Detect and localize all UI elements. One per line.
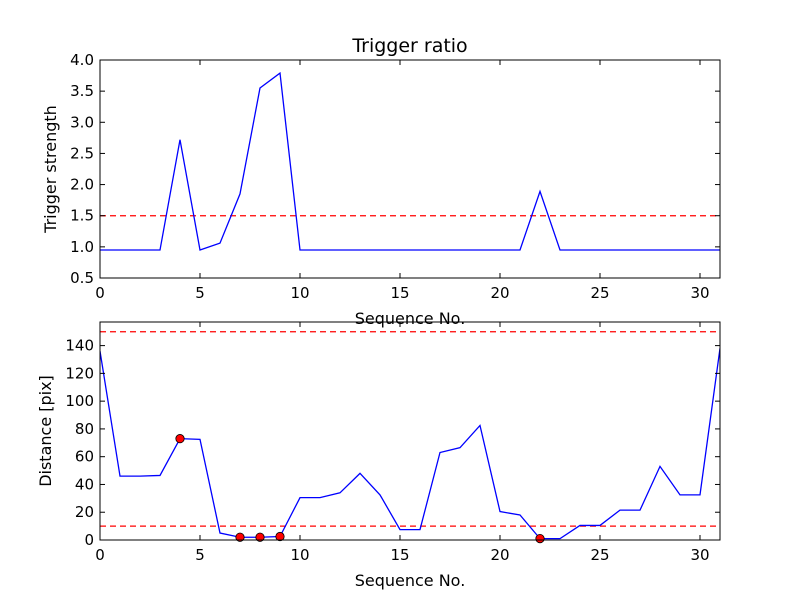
- x-tick-label: 25: [590, 284, 609, 302]
- y-tick-label: 2.0: [70, 176, 94, 194]
- y-tick-label: 60: [75, 448, 94, 466]
- plot-area: [100, 71, 720, 251]
- y-axis-label: Distance [pix]: [36, 375, 55, 487]
- x-axis-label: Sequence No.: [355, 571, 466, 590]
- x-tick-label: 30: [690, 546, 709, 564]
- trigger-ratio-axes: 0 5 10 15 20 25 30 0.5 1.0 1.5 2.0 2.5 3.0 3.5 4.0 Sequ…: [41, 51, 721, 328]
- series-line: [100, 71, 720, 251]
- x-tick-label: 10: [290, 546, 309, 564]
- y-tick-label: 3.5: [70, 82, 94, 100]
- data-marker: [275, 531, 285, 542]
- y-tick-label: 1.5: [70, 207, 94, 225]
- y-tick-label: 40: [75, 475, 94, 493]
- x-tick-label: 5: [195, 284, 205, 302]
- x-tick-label: 30: [690, 284, 709, 302]
- x-tick-label: 15: [390, 284, 409, 302]
- x-tick-label: 10: [290, 284, 309, 302]
- axes-frame: [99, 59, 721, 279]
- y-tick-label: 140: [65, 337, 94, 355]
- y-tick-label: 0.5: [70, 269, 94, 287]
- series-line: [100, 348, 720, 540]
- y-tick-label: 2.5: [70, 144, 94, 162]
- x-tick-label: 25: [590, 546, 609, 564]
- y-tick-label: 1.0: [70, 238, 94, 256]
- y-tick-label: 100: [65, 392, 94, 410]
- y-tick-label: 120: [65, 364, 94, 382]
- chart-title: Trigger ratio: [351, 35, 467, 57]
- data-marker: [235, 532, 245, 542]
- data-marker: [535, 534, 545, 544]
- x-tick-label: 15: [390, 546, 409, 564]
- x-axis-label: Sequence No.: [355, 309, 466, 328]
- y-tick-label: 3.0: [70, 113, 94, 131]
- distance-axes: 0 5 10 15 20 25 30 0 20 40 60 80 100 120 140 Sequence N…: [36, 321, 721, 590]
- y-tick-label: 4.0: [70, 51, 94, 69]
- plot-area: [100, 331, 720, 540]
- x-tick-label: 0: [95, 284, 105, 302]
- data-marker: [175, 434, 185, 444]
- y-tick-label: 80: [75, 420, 94, 438]
- y-tick-label: 0: [84, 531, 94, 549]
- x-tick-label: 5: [195, 546, 205, 564]
- data-marker: [255, 532, 265, 542]
- x-tick-label: 20: [490, 546, 509, 564]
- x-tick-label: 20: [490, 284, 509, 302]
- axes-frame: [99, 321, 721, 541]
- x-tick-label: 0: [95, 546, 105, 564]
- y-axis-label: Trigger strength: [41, 105, 60, 234]
- y-tick-label: 20: [75, 503, 94, 521]
